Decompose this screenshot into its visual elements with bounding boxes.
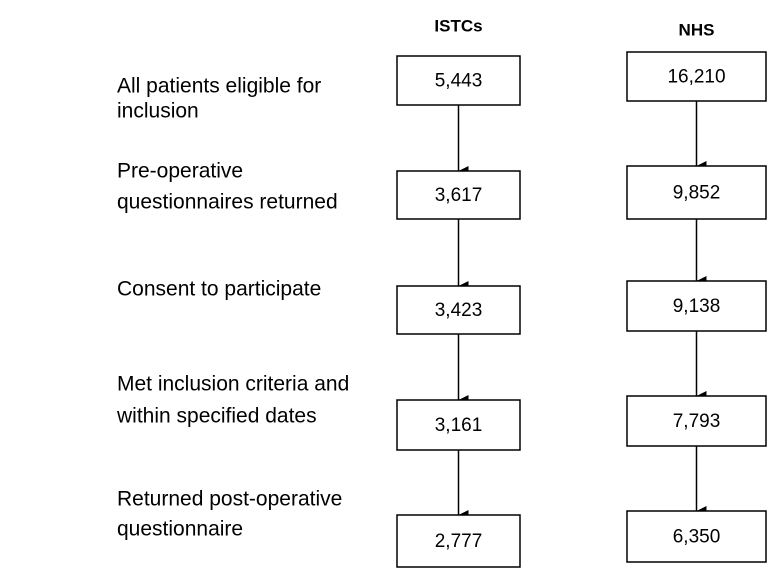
count: 6,350 [673, 527, 721, 548]
count: 9,852 [673, 183, 721, 204]
stage-label: Returned post-operative [117, 488, 342, 511]
count-box [396, 170, 521, 220]
stage-label: inclusion [117, 100, 199, 123]
count: 5,443 [435, 71, 483, 92]
stage-label: Pre-operative [117, 160, 243, 183]
stage-label: questionnaire [117, 518, 243, 541]
stage-label: All patients eligible for [117, 75, 321, 98]
count: 3,617 [435, 185, 483, 206]
count: 9,138 [673, 296, 721, 317]
count: 3,423 [435, 300, 483, 321]
count-box [626, 280, 767, 332]
count-box [626, 51, 767, 102]
count-box [626, 510, 767, 563]
count-box [396, 514, 521, 568]
stage-label: Met inclusion criteria and [117, 373, 349, 396]
stage-label: questionnaires returned [117, 191, 338, 214]
count-box [626, 165, 767, 220]
stage-label: within specified dates [116, 405, 317, 428]
count: 2,777 [435, 531, 483, 552]
count: 3,161 [435, 415, 483, 436]
count: 16,210 [667, 67, 725, 88]
count-box [396, 55, 521, 106]
count-box [396, 285, 521, 335]
column-header: ISTCs [434, 16, 482, 35]
column-header: NHS [679, 20, 715, 39]
stage-label: Consent to participate [117, 278, 321, 301]
count: 7,793 [673, 411, 721, 432]
